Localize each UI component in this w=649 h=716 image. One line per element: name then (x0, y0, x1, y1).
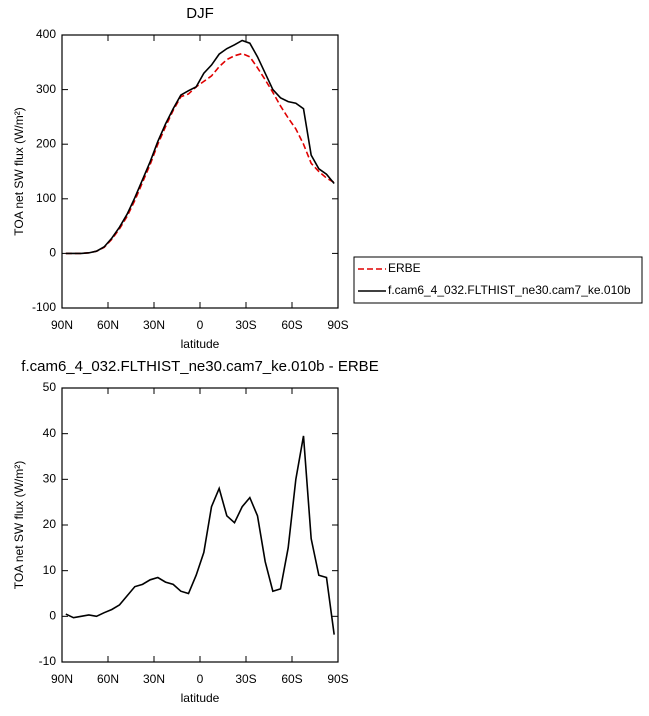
y-tick-label: -100 (32, 300, 56, 314)
y-tick-label: 50 (43, 380, 57, 394)
legend-box (353, 256, 643, 304)
x-tick-label: 30S (235, 672, 256, 686)
legend-label: f.cam6_4_032.FLTHIST_ne30.cam7_ke.010b (388, 283, 631, 297)
legend-label: ERBE (388, 261, 421, 275)
chart-title: DJF (186, 5, 214, 22)
x-tick-label: 30N (143, 672, 165, 686)
x-tick-label: 90N (51, 672, 73, 686)
x-axis-label: latitude (181, 337, 220, 351)
y-tick-label: 0 (49, 246, 56, 260)
x-tick-label: 0 (197, 318, 204, 332)
chart-title: f.cam6_4_032.FLTHIST_ne30.cam7_ke.010b -… (21, 358, 378, 375)
x-tick-label: 90S (327, 672, 348, 686)
x-tick-label: 90N (51, 318, 73, 332)
y-axis-label: TOA net SW flux (W/m²) (12, 107, 26, 235)
plot-frame (61, 34, 339, 309)
x-tick-label: 60N (97, 318, 119, 332)
y-tick-label: 40 (43, 426, 57, 440)
y-tick-label: 400 (36, 27, 56, 41)
series-line (65, 435, 335, 635)
x-axis-label: latitude (181, 691, 220, 705)
y-tick-label: 200 (36, 136, 56, 150)
y-tick-label: 0 (49, 609, 56, 623)
plot-frame (61, 387, 339, 663)
series-line (65, 52, 335, 255)
x-tick-label: 0 (197, 672, 204, 686)
y-tick-label: 100 (36, 191, 56, 205)
x-tick-label: 30S (235, 318, 256, 332)
y-tick-label: 30 (43, 472, 57, 486)
series-line (65, 39, 335, 255)
y-tick-label: -10 (39, 654, 57, 668)
x-tick-label: 30N (143, 318, 165, 332)
x-tick-label: 60S (281, 318, 302, 332)
y-axis-label: TOA net SW flux (W/m²) (12, 461, 26, 589)
x-tick-label: 60N (97, 672, 119, 686)
x-tick-label: 90S (327, 318, 348, 332)
y-tick-label: 10 (43, 563, 57, 577)
y-tick-label: 20 (43, 517, 57, 531)
x-tick-label: 60S (281, 672, 302, 686)
y-tick-label: 300 (36, 82, 56, 96)
